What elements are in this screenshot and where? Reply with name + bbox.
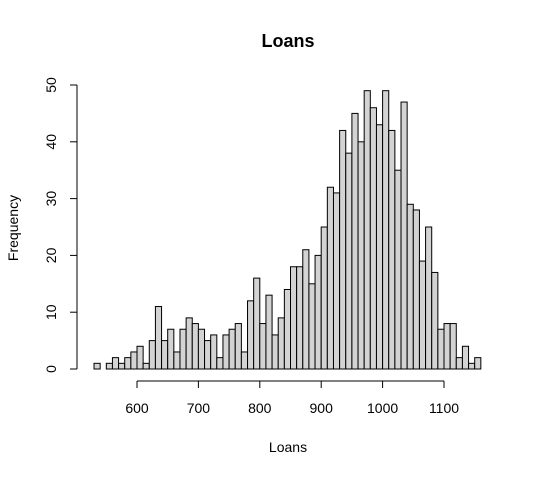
histogram-bar xyxy=(412,209,420,370)
histogram-bar xyxy=(468,362,476,370)
y-tick-label: 40 xyxy=(43,134,59,150)
histogram-bar xyxy=(308,283,316,370)
histogram-bar xyxy=(394,169,402,370)
x-tick-label: 900 xyxy=(310,400,334,416)
x-tick-label: 1000 xyxy=(367,400,398,416)
histogram-bar xyxy=(142,362,150,370)
histogram-bar xyxy=(375,124,384,370)
histogram-bar xyxy=(247,300,255,370)
histogram-bar xyxy=(302,249,310,370)
histogram-bar xyxy=(418,260,427,370)
histogram-bar xyxy=(461,345,470,370)
histogram-bar xyxy=(290,266,298,370)
histogram-bar xyxy=(382,90,390,370)
histogram-bar xyxy=(296,266,304,370)
y-tick-label: 30 xyxy=(43,191,59,207)
y-axis: 0 10 20 30 40 50 xyxy=(43,77,78,373)
histogram-bar xyxy=(111,357,120,370)
histogram-bar xyxy=(363,90,371,370)
histogram-bar xyxy=(118,362,126,370)
x-tick-label: 800 xyxy=(248,400,272,416)
y-tick-label: 10 xyxy=(43,304,59,320)
histogram-bar xyxy=(277,317,285,370)
histogram-bar xyxy=(167,328,175,370)
histogram-bar xyxy=(228,328,236,370)
histogram-bar xyxy=(431,271,439,370)
x-axis-label: Loans xyxy=(269,439,307,455)
histogram-bar xyxy=(204,340,212,370)
histogram-bar xyxy=(191,323,199,370)
histogram-bar xyxy=(185,317,193,370)
histogram-bar xyxy=(154,306,163,370)
histogram-bar xyxy=(216,357,224,370)
histogram-bar xyxy=(259,323,267,370)
x-tick-label: 1100 xyxy=(429,400,459,416)
histogram-bar xyxy=(443,323,451,370)
histogram-bar xyxy=(406,203,414,370)
histogram-bar xyxy=(234,323,242,370)
histogram-bar xyxy=(283,288,291,370)
histogram-bar xyxy=(124,357,132,370)
bars-group xyxy=(93,90,482,370)
histogram-bar xyxy=(332,192,341,370)
histogram-bar xyxy=(320,226,328,370)
histogram-bar xyxy=(425,226,433,370)
y-tick-label: 50 xyxy=(43,77,59,93)
histogram-bar xyxy=(93,362,101,370)
histogram-bar xyxy=(253,277,261,370)
histogram-bar xyxy=(474,357,482,370)
histogram-bar xyxy=(148,340,156,370)
histogram-bar xyxy=(136,345,144,370)
x-tick-label: 700 xyxy=(187,400,211,416)
histogram-bar xyxy=(271,334,279,370)
y-axis-label: Frequency xyxy=(5,195,21,261)
x-tick-label: 600 xyxy=(125,400,149,416)
histogram-bar xyxy=(222,334,230,370)
histogram-bar xyxy=(437,328,445,370)
histogram-bar xyxy=(210,334,218,370)
histogram-bar xyxy=(173,351,181,370)
histogram-bar xyxy=(400,101,408,370)
histogram-bar xyxy=(161,340,169,370)
chart-title: Loans xyxy=(261,31,314,51)
histogram-bar xyxy=(369,107,377,370)
histogram-bar xyxy=(130,351,138,370)
x-axis: 600 700 800 900 1000 1100 xyxy=(125,380,459,416)
histogram-bar xyxy=(449,323,457,370)
y-tick-label: 20 xyxy=(43,247,59,263)
histogram-bar xyxy=(240,351,249,370)
histogram-bar xyxy=(197,328,206,370)
histogram-bar xyxy=(314,254,322,370)
histogram-bar xyxy=(357,141,365,370)
histogram-bar xyxy=(326,186,334,370)
histogram-bar xyxy=(351,112,359,370)
histogram-bar xyxy=(455,357,463,370)
y-tick-label: 0 xyxy=(43,365,59,373)
histogram-bar xyxy=(179,328,187,370)
histogram-bar xyxy=(345,152,353,370)
histogram-bar xyxy=(388,129,396,370)
histogram-bar xyxy=(265,294,273,370)
histogram-bar xyxy=(339,129,347,370)
histogram-bar xyxy=(105,362,113,370)
